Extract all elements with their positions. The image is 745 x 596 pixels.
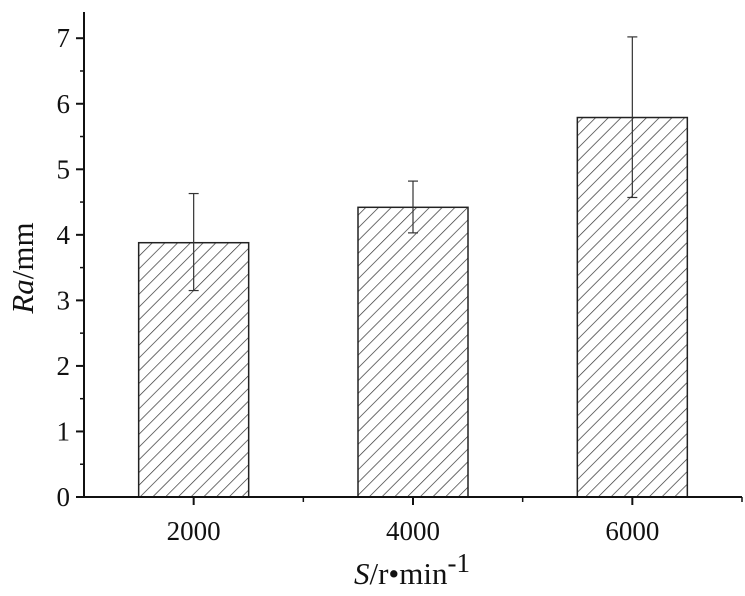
y-axis-variable: Ra <box>5 279 40 314</box>
y-axis-title: Ra/mm <box>5 222 40 314</box>
y-ticks-layer: 0 1 2 3 4 5 6 7 <box>57 23 84 512</box>
bar-4000 <box>357 206 469 498</box>
x-axis-dot: • <box>388 556 399 591</box>
y-tick-label: 6 <box>57 89 71 119</box>
x-axis-exponent: -1 <box>448 548 471 578</box>
error-bars-layer <box>188 36 638 292</box>
error-bar-2000 <box>188 192 199 292</box>
x-tick-label: 2000 <box>167 516 221 546</box>
y-tick-label: 7 <box>57 23 71 53</box>
x-tick-label: 6000 <box>605 516 659 546</box>
x-axis-units-rest: min <box>399 556 448 591</box>
y-axis-units: /mm <box>5 222 40 279</box>
y-tick-label: 3 <box>57 285 71 315</box>
y-tick-label: 0 <box>57 482 71 512</box>
x-axis-title: S/r•min-1 <box>354 548 470 591</box>
bars-layer <box>137 116 689 498</box>
error-bar-6000 <box>627 36 638 199</box>
y-tick-label: 2 <box>57 351 71 381</box>
x-axis-variable: S <box>354 556 370 591</box>
x-tick-label: 4000 <box>386 516 440 546</box>
y-tick-label: 1 <box>57 416 71 446</box>
y-tick-label: 4 <box>57 220 71 250</box>
y-tick-label: 5 <box>57 154 71 184</box>
x-axis-units: /r <box>369 556 389 591</box>
x-ticks-layer: 2000 4000 6000 <box>167 497 743 546</box>
error-bar-4000 <box>408 180 418 234</box>
